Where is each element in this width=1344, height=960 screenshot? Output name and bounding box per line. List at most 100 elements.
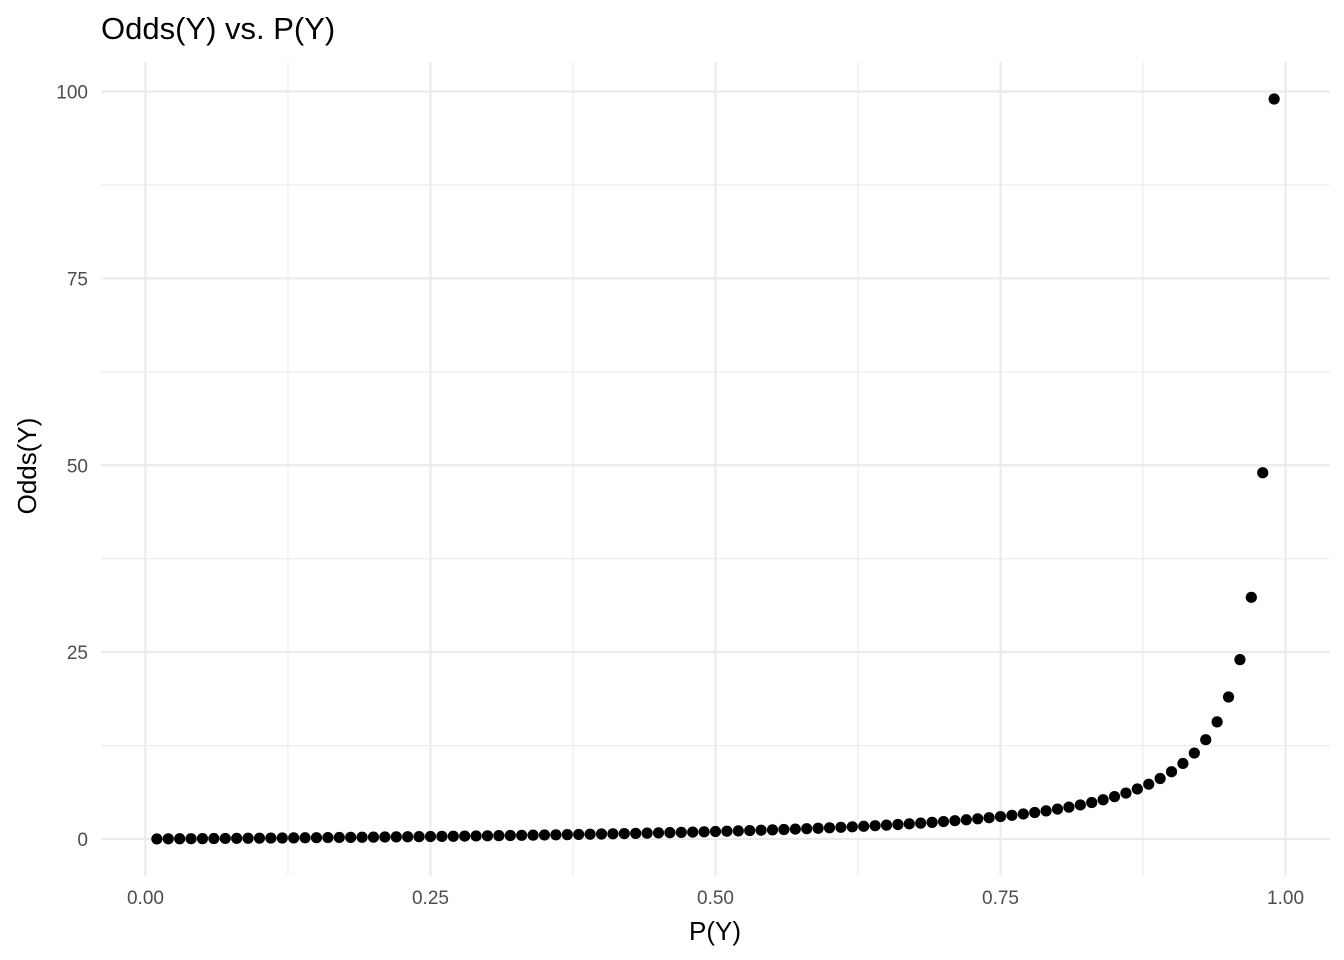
data-point [1074,799,1086,811]
data-point [584,828,596,840]
data-point [926,816,938,828]
data-point [333,831,345,844]
data-point [424,830,437,843]
data-point [1154,772,1166,785]
data-point [447,830,459,842]
y-axis-title: Odds(Y) [12,418,42,515]
data-point [550,829,562,841]
data-point [196,833,209,845]
data-point [174,833,186,845]
y-tick-label: 100 [56,83,88,104]
data-points [151,93,1280,845]
data-point [1051,803,1064,815]
data-point [618,827,630,840]
data-point [288,832,300,844]
data-point [607,828,619,840]
data-point [949,815,961,827]
data-point [630,827,642,839]
data-point [162,833,174,845]
chart-title: Odds(Y) vs. P(Y) [101,11,335,46]
data-point [242,832,254,844]
data-point [1143,778,1155,790]
data-point [208,832,220,845]
data-point [1245,591,1257,603]
data-point [379,831,391,843]
data-point [1234,654,1246,666]
data-point [253,832,266,844]
data-point [481,830,494,842]
data-point [573,828,585,841]
data-point [835,821,847,833]
data-point [1086,796,1098,809]
data-point [721,825,733,837]
data-point [356,831,368,843]
data-point [470,830,482,842]
x-axis-title: P(Y) [689,916,741,946]
data-point [687,826,699,838]
data-point [413,831,425,843]
data-point [1029,806,1041,819]
data-point [1120,787,1132,799]
data-point [436,830,448,842]
data-point [789,823,801,835]
data-point [1222,691,1235,703]
data-point [641,827,653,839]
data-point [310,832,323,844]
data-point [994,810,1007,823]
data-point [276,832,288,844]
x-axis-tick-labels: 0.00 0.25 0.50 0.75 1.00 [127,888,1304,909]
data-point [561,829,573,841]
data-point [1200,734,1212,746]
x-tick-label: 0.50 [697,888,734,909]
data-point [903,818,915,830]
data-point [937,815,950,828]
y-tick-label: 50 [67,456,88,477]
x-tick-label: 0.75 [982,888,1019,909]
y-tick-label: 75 [67,269,88,290]
data-point [812,822,824,834]
data-point [709,825,722,838]
data-point [1063,801,1075,813]
data-point [504,829,516,842]
data-point [1268,93,1280,105]
data-point [1177,757,1189,770]
data-point [459,830,471,842]
data-point [219,832,231,845]
data-point [778,823,790,836]
x-tick-label: 0.25 [412,888,449,909]
data-point [1188,747,1200,759]
data-point [675,826,687,838]
data-point [1006,809,1018,821]
data-point [801,823,813,835]
data-point [299,832,311,844]
data-point [892,818,904,831]
data-point [151,833,163,845]
data-point [1017,808,1029,820]
data-point [185,833,197,845]
data-point [766,824,779,836]
data-point [265,832,277,844]
data-point [698,826,710,838]
data-point [493,830,505,842]
data-point [823,822,836,834]
data-point [402,831,414,843]
y-tick-label: 0 [77,830,88,851]
data-point [664,827,676,839]
data-point [880,819,893,831]
data-point [983,812,995,824]
data-point [1097,794,1109,806]
data-point [595,828,608,840]
data-point [1040,805,1052,817]
y-axis-tick-labels: 0 25 50 75 100 [56,83,88,851]
major-gridlines [101,62,1330,876]
data-point [846,821,858,833]
x-tick-label: 1.00 [1267,888,1304,909]
data-point [732,825,744,837]
data-point [345,831,357,843]
y-tick-label: 25 [67,643,88,664]
data-point [1131,783,1143,795]
data-point [972,813,984,825]
data-point [744,824,756,837]
data-point [538,829,551,841]
